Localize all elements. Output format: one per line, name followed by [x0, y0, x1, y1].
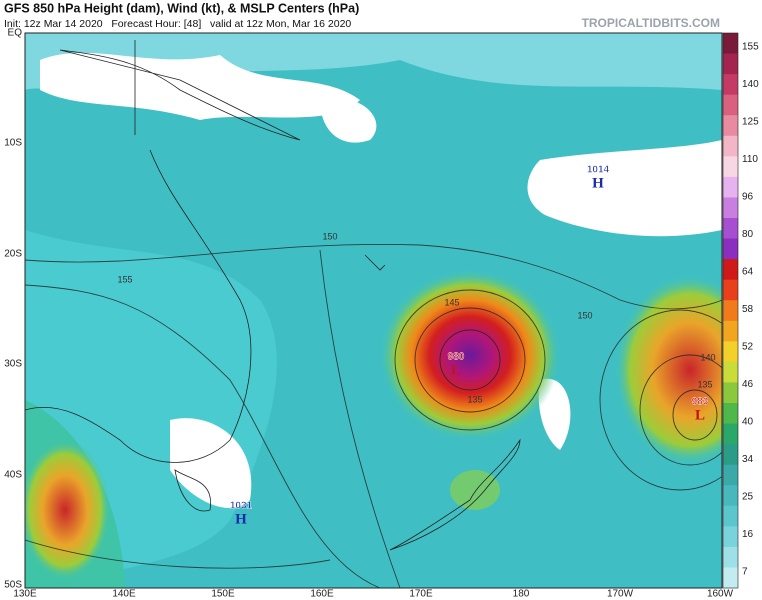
colorbar-frame	[722, 32, 739, 589]
contour-label: 150	[322, 231, 337, 241]
contour-label: 140	[700, 352, 715, 362]
lon-label: 140E	[112, 589, 136, 600]
colorbar-label: 96	[742, 192, 754, 203]
colorbar-label: 34	[742, 454, 754, 465]
colorbar-label: 52	[742, 342, 754, 353]
lat-label: EQ	[8, 28, 23, 39]
colorbar-swatch	[723, 94, 738, 116]
contour-label: 155	[117, 274, 132, 284]
colorbar-swatch	[723, 33, 738, 55]
colorbar-label: 110	[742, 154, 758, 165]
pressure-value: 980	[448, 352, 465, 363]
colorbar-swatch	[723, 218, 738, 240]
colorbar-swatch	[723, 156, 738, 178]
colorbar-swatch	[723, 135, 738, 157]
contour-label: 145	[444, 297, 459, 307]
colorbar-swatch	[723, 546, 738, 568]
lon-label: 170E	[409, 589, 433, 600]
lon-label: 170W	[607, 589, 634, 600]
lat-label: 40S	[4, 470, 22, 481]
lon-label: 180	[513, 589, 530, 600]
colorbar-swatch	[723, 526, 738, 548]
colorbar-label: 40	[742, 417, 754, 428]
pressure-letter: H	[592, 175, 604, 191]
pressure-letter: L	[695, 407, 705, 423]
colorbar-label: 80	[742, 229, 754, 240]
colorbar-swatch	[723, 197, 738, 219]
colorbar-swatch	[723, 320, 738, 342]
colorbar-swatch	[723, 403, 738, 425]
colorbar-label: 155	[742, 42, 759, 53]
title: GFS 850 hPa Height (dam), Wind (kt), & M…	[4, 1, 359, 15]
lat-label: 50S	[4, 580, 22, 591]
colorbar-swatch	[723, 238, 738, 260]
pressure-letter: H	[235, 511, 247, 527]
lon-label: 150E	[211, 589, 235, 600]
colorbar-label: 25	[742, 492, 754, 503]
subtitle: Init: 12z Mar 14 2020 Forecast Hour: [48…	[4, 18, 351, 30]
colorbar-swatch	[723, 382, 738, 404]
pressure-value: 1014	[587, 165, 610, 176]
map-frame	[24, 32, 723, 589]
colorbar-label: 64	[742, 267, 754, 278]
colorbar-label: 125	[742, 117, 759, 128]
colorbar-swatch	[723, 341, 738, 363]
colorbar-swatch	[723, 279, 738, 301]
map	[25, 33, 722, 588]
colorbar-swatch	[723, 53, 738, 75]
colorbar-swatch	[723, 361, 738, 383]
lon-label: 130E	[13, 589, 37, 600]
colorbar-swatch	[723, 505, 738, 527]
colorbar-swatch	[723, 485, 738, 507]
lat-label: 20S	[4, 249, 22, 260]
colorbar-swatch	[723, 567, 738, 589]
contour-label: 135	[467, 394, 482, 404]
colorbar-swatch	[723, 464, 738, 486]
lat-label: 10S	[4, 138, 22, 149]
colorbar-label: 7	[742, 567, 748, 578]
colorbar-swatch	[723, 74, 738, 96]
colorbar-swatch	[723, 423, 738, 445]
colorbar-swatch	[723, 176, 738, 198]
colorbar-swatch	[723, 115, 738, 137]
colorbar-label: 58	[742, 304, 754, 315]
lat-label: 30S	[4, 359, 22, 370]
pressure-value: 1031	[230, 501, 253, 512]
colorbar-swatch	[723, 300, 738, 322]
site-name: TROPICALTIDBITS.COM	[582, 16, 720, 30]
contour-label: 150	[577, 310, 592, 320]
pressure-value: 983	[692, 397, 709, 408]
pressure-letter: L	[451, 362, 461, 378]
colorbar-swatch	[723, 259, 738, 281]
colorbar-label: 140	[742, 79, 759, 90]
lon-label: 160W	[707, 589, 734, 600]
colorbar-label: 46	[742, 379, 754, 390]
colorbar-swatch	[723, 444, 738, 466]
colorbar-label: 16	[742, 529, 754, 540]
lon-label: 160E	[310, 589, 334, 600]
contour-label: 135	[697, 379, 712, 389]
